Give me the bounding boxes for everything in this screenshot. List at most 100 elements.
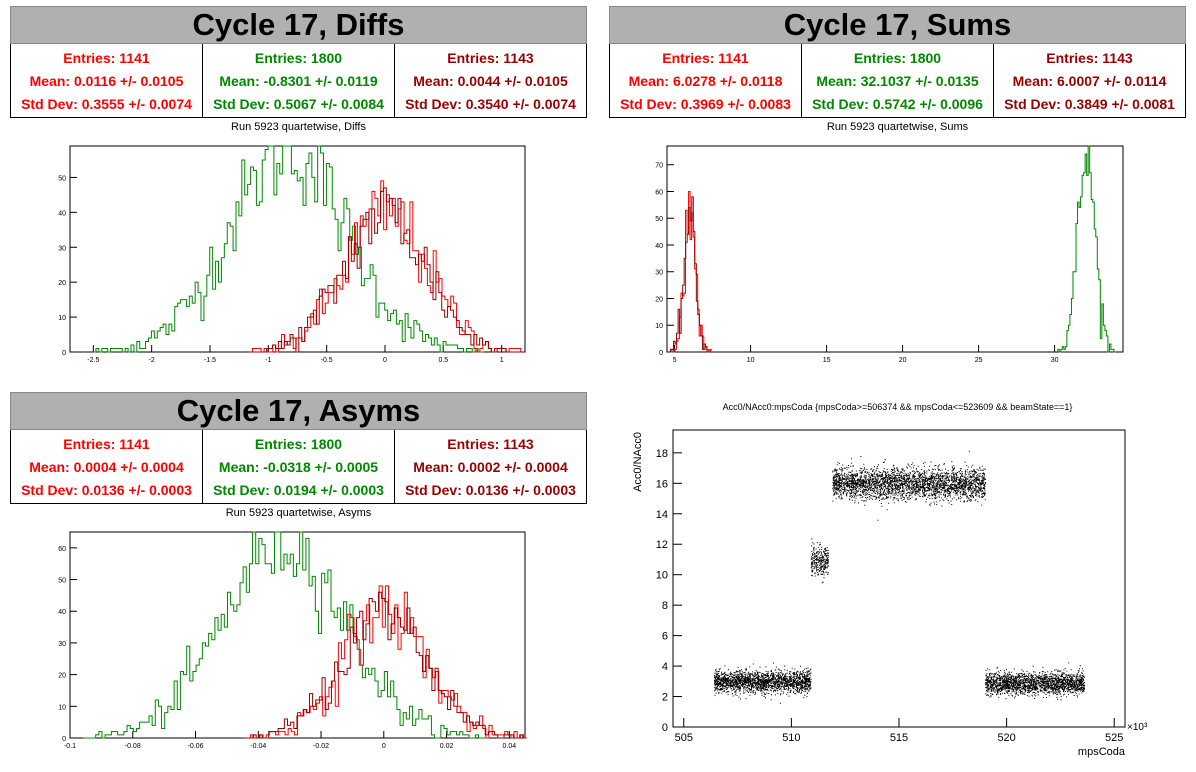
y-tick-label: 0	[662, 722, 668, 734]
scatter-cluster-0	[713, 662, 812, 704]
histogram-series-2	[249, 187, 524, 353]
asyms-stat-darkred: Entries: 1143 Mean: 0.0002 +/- 0.0004 St…	[394, 430, 586, 503]
x-axis-label: mpsCoda	[1078, 746, 1126, 758]
y-tick-label: 0	[62, 736, 66, 743]
stat-entries: Entries: 1800	[254, 49, 343, 66]
y-tick-label: 14	[656, 509, 668, 521]
x-tick-label: 25	[975, 357, 983, 364]
y-tick-label: 40	[58, 210, 66, 217]
stat-entries: Entries: 1141	[63, 435, 150, 452]
x-axis-exponent: ×10³	[1127, 722, 1148, 733]
x-tick-label: -0.04	[250, 743, 266, 750]
x-tick-label: 0	[383, 357, 387, 364]
stat-mean: Mean: 6.0007 +/- 0.0114	[1012, 72, 1167, 89]
stat-entries: Entries: 1800	[853, 49, 942, 66]
stat-mean: Mean: 6.0278 +/- 0.0118	[628, 72, 783, 89]
y-tick-label: 60	[655, 189, 663, 196]
stat-stddev: Std Dev: 0.0194 +/- 0.0003	[213, 481, 384, 498]
histogram-series-2	[670, 196, 711, 353]
y-tick-label: 2	[662, 692, 668, 704]
stat-mean: Mean: -0.8301 +/- 0.0119	[219, 72, 378, 89]
diffs-stat-green: Entries: 1800 Mean: -0.8301 +/- 0.0119 S…	[202, 44, 394, 117]
diffs-stats: Entries: 1141 Mean: 0.0116 +/- 0.0105 St…	[10, 44, 587, 118]
stat-entries: Entries: 1141	[662, 49, 749, 66]
scatter-cluster-2	[832, 450, 986, 521]
plot-frame	[69, 531, 526, 739]
y-tick-label: 50	[58, 175, 66, 182]
stat-stddev: Std Dev: 0.0136 +/- 0.0003	[21, 481, 192, 498]
scatter-cluster-3	[985, 662, 1086, 701]
histogram-series-1	[244, 585, 527, 739]
x-tick-label: -0.02	[313, 743, 329, 750]
asyms-stats: Entries: 1141 Mean: 0.0004 +/- 0.0004 St…	[10, 430, 587, 504]
sums-histogram: 5 10 15 20 25 30 0 10 20 30 40 50 60 70	[655, 145, 1124, 364]
asyms-stat-red: Entries: 1141 Mean: 0.0004 +/- 0.0004 St…	[11, 430, 202, 503]
stat-entries: Entries: 1800	[254, 435, 343, 452]
y-tick-label: 10	[58, 704, 66, 711]
y-tick-label: 50	[58, 578, 66, 585]
y-tick-label: 30	[58, 641, 66, 648]
y-tick-label: 10	[58, 315, 66, 322]
x-tick-label: -2	[149, 357, 155, 364]
stat-stddev: Std Dev: 0.0136 +/- 0.0003	[405, 481, 576, 498]
y-tick-label: 10	[656, 570, 668, 582]
y-tick-label: 30	[655, 270, 663, 277]
diffs-subtitle: Run 5923 quartetwise, Diffs	[231, 121, 366, 133]
x-tick-label: 0.04	[502, 743, 516, 750]
x-tick-label: 515	[890, 732, 908, 744]
sums-stat-red: Entries: 1141 Mean: 6.0278 +/- 0.0118 St…	[610, 44, 801, 117]
x-tick-label: 505	[675, 732, 693, 744]
x-tick-label: -2.5	[87, 357, 99, 364]
stat-mean: Mean: 32.1037 +/- 0.0135	[816, 72, 979, 89]
y-tick-label: 50	[655, 216, 663, 223]
stat-stddev: Std Dev: 0.3849 +/- 0.0081	[1004, 95, 1175, 112]
scatter-title: Acc0/NAcc0:mpsCoda {mpsCoda>=506374 && m…	[722, 402, 1073, 412]
sums-subtitle: Run 5923 quartetwise, Sums	[826, 121, 969, 133]
stat-entries: Entries: 1141	[63, 49, 150, 66]
y-tick-label: 60	[58, 546, 66, 553]
diffs-stat-darkred: Entries: 1143 Mean: 0.0044 +/- 0.0105 St…	[394, 44, 586, 117]
y-tick-label: 8	[662, 600, 668, 612]
y-tick-label: 30	[58, 245, 66, 252]
y-tick-label: 40	[655, 243, 663, 250]
stat-stddev: Std Dev: 0.3540 +/- 0.0074	[405, 95, 576, 112]
y-tick-label: 20	[58, 280, 66, 287]
x-tick-label: 1	[500, 357, 504, 364]
stat-entries: Entries: 1143	[447, 435, 534, 452]
sums-stats: Entries: 1141 Mean: 6.0278 +/- 0.0118 St…	[609, 44, 1186, 118]
x-tick-label: -1	[265, 357, 271, 364]
y-tick-label: 20	[655, 296, 663, 303]
y-tick-label: 20	[58, 673, 66, 680]
x-tick-label: -0.1	[64, 743, 76, 750]
x-tick-label: -0.06	[188, 743, 204, 750]
stat-stddev: Std Dev: 0.3969 +/- 0.0083	[620, 95, 791, 112]
sums-stat-green: Entries: 1800 Mean: 32.1037 +/- 0.0135 S…	[801, 44, 993, 117]
y-tick-label: 10	[655, 323, 663, 330]
stat-entries: Entries: 1143	[447, 49, 534, 66]
stat-entries: Entries: 1143	[1046, 49, 1133, 66]
x-tick-label: 15	[823, 357, 831, 364]
y-tick-label: 12	[656, 539, 668, 551]
scatter-plot: 505 510 515 520 525 0 2 4 6 8 10 12 14 16 18 Acc0/NAcc0…	[632, 429, 1148, 758]
x-tick-label: 0	[382, 743, 386, 750]
y-tick-label: 0	[659, 350, 663, 357]
histogram-series-2	[243, 591, 526, 739]
histogram-series-1	[249, 180, 524, 353]
asyms-title: Cycle 17, Asyms	[10, 392, 587, 430]
stat-stddev: Std Dev: 0.3555 +/- 0.0074	[21, 95, 192, 112]
x-tick-label: 5	[673, 357, 677, 364]
stat-stddev: Std Dev: 0.5067 +/- 0.0084	[213, 95, 384, 112]
stat-mean: Mean: 0.0116 +/- 0.0105	[29, 72, 184, 89]
stat-mean: Mean: 0.0044 +/- 0.0105	[413, 72, 568, 89]
x-tick-label: -0.08	[125, 743, 141, 750]
plot-frame	[666, 145, 1124, 353]
diffs-title: Cycle 17, Diffs	[10, 6, 587, 44]
y-tick-label: 6	[662, 631, 668, 643]
diffs-stat-red: Entries: 1141 Mean: 0.0116 +/- 0.0105 St…	[11, 44, 202, 117]
histogram-series-1	[670, 190, 713, 353]
x-tick-label: 20	[899, 357, 907, 364]
x-tick-label: 0.02	[440, 743, 454, 750]
y-tick-label: 18	[656, 448, 668, 460]
x-tick-label: 0.5	[438, 357, 448, 364]
